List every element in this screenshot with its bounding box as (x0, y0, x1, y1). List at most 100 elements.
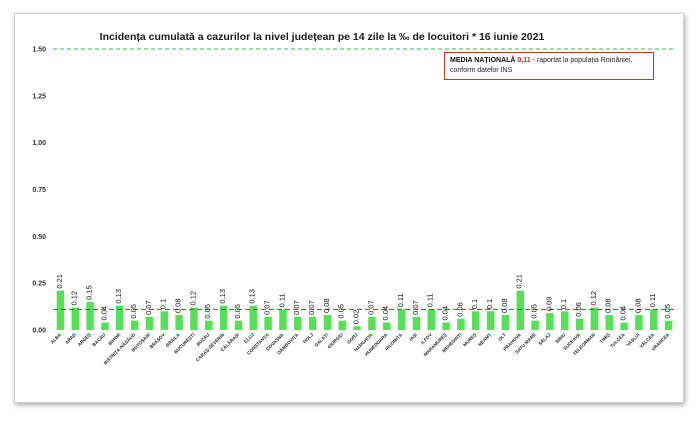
bar (664, 320, 673, 330)
y-tick-label: 1.50 (32, 47, 46, 54)
value-label: 0.05 (663, 304, 672, 319)
bar (86, 301, 94, 330)
bar (383, 322, 391, 330)
bar (575, 318, 584, 330)
category-labels: ALBA ARAD ARGEȘ BACĂU BIHORBISTRIȚA-NĂSĂUDBO… (50, 331, 671, 366)
category-label: ARGEȘ (77, 332, 93, 348)
bar (590, 307, 599, 330)
bar (427, 309, 435, 330)
legend-label: MEDIA NAȚIONALĂ (450, 57, 516, 64)
value-label: 0.07 (366, 300, 375, 315)
value-label: 0.21 (515, 274, 524, 289)
y-tick-label: 0.75 (32, 187, 46, 194)
bar (145, 316, 154, 330)
bar (635, 315, 643, 330)
value-label: 0.1 (559, 299, 568, 309)
chart-title: Incidența cumulată a cazurilor la nivel … (100, 31, 545, 43)
legend-text-line1: - raportat la populația României, (532, 57, 633, 64)
category-label: ARAD (64, 332, 77, 345)
bar (71, 307, 79, 330)
y-tick-label: 0.25 (32, 281, 46, 288)
value-label: 0.12 (70, 291, 79, 306)
bar (190, 307, 198, 330)
legend-value: 0,11 (517, 57, 531, 64)
category-label: OLT (497, 332, 507, 342)
value-label: 0.09 (544, 297, 553, 312)
value-label: 0.08 (633, 298, 642, 313)
bar (531, 320, 539, 330)
value-label: 0.07 (144, 300, 153, 315)
value-label: 0.05 (233, 304, 242, 319)
value-label: 0.07 (411, 300, 420, 315)
value-label: 0.08 (174, 298, 183, 313)
category-label: SĂLAJ (537, 331, 552, 346)
bar (308, 316, 317, 330)
bar (323, 315, 332, 330)
bar (457, 318, 465, 330)
category-label: NEAMȚ (477, 332, 492, 347)
bar (397, 309, 406, 330)
bar (249, 305, 257, 330)
value-label: 0.05 (203, 304, 212, 319)
bar (219, 305, 228, 330)
bars (56, 290, 673, 330)
category-label: GIURGIU (327, 332, 345, 350)
bar (368, 316, 376, 330)
value-label: 0.11 (277, 293, 286, 307)
value-label: 0.04 (99, 306, 108, 321)
bar (205, 320, 213, 330)
category-label: DOLJ (302, 332, 315, 345)
value-label: 0.02 (352, 310, 361, 325)
value-label: 0.11 (648, 293, 657, 307)
category-label: GORJ (346, 332, 359, 345)
category-label: SIBIU (554, 332, 567, 345)
value-label: 0.07 (292, 300, 301, 315)
bar (130, 320, 139, 330)
bar (650, 309, 658, 330)
bar (338, 320, 346, 330)
bar (472, 311, 480, 330)
value-label: 0.05 (129, 304, 138, 319)
value-label: 0.04 (441, 306, 450, 321)
category-label: ILFOV (420, 332, 434, 346)
value-label: 0.15 (85, 285, 94, 300)
category-label: MUREȘ (462, 332, 478, 348)
bar (234, 320, 243, 330)
bar (546, 313, 554, 330)
value-label: 0.11 (396, 293, 405, 307)
bar (353, 326, 361, 330)
value-labels: 0.21 0.12 0.15 0.04 0.13 0.05 0.07 0.1 0.08 0.12 0… (55, 274, 672, 324)
category-label: TIMIȘ (599, 332, 612, 345)
national-average-legend: MEDIA NAȚIONALĂ 0,11 - raportat la popul… (444, 52, 654, 80)
legend-text-line2: conform datelor INS (450, 67, 513, 74)
y-tick-label: 0.50 (32, 234, 46, 241)
value-label: 0.12 (589, 291, 598, 306)
value-label: 0.04 (381, 306, 390, 321)
value-label: 0.07 (307, 300, 316, 315)
bar (486, 311, 495, 330)
bar (56, 290, 65, 330)
value-label: 0.06 (574, 302, 583, 317)
bar (160, 311, 168, 330)
value-label: 0.21 (55, 274, 64, 289)
bar (101, 322, 109, 330)
category-label: IAȘI (408, 332, 419, 343)
y-tick-label: 1.25 (32, 93, 46, 100)
value-label: 0.08 (322, 298, 331, 313)
bar (294, 316, 302, 330)
value-label: 0.07 (263, 300, 272, 315)
bar (175, 315, 183, 330)
y-tick-label: 0.00 (32, 328, 46, 335)
category-label: ALBA (50, 332, 63, 345)
value-label: 0.12 (188, 291, 197, 306)
bar (412, 316, 421, 330)
value-label: 0.04 (619, 306, 628, 321)
value-label: 0.05 (337, 304, 346, 319)
value-label: 0.06 (455, 302, 464, 317)
value-label: 0.13 (248, 289, 257, 304)
bar (442, 322, 450, 330)
value-label: 0.13 (114, 289, 123, 304)
bar (620, 322, 628, 330)
category-label: BRAȘOV (149, 332, 168, 351)
